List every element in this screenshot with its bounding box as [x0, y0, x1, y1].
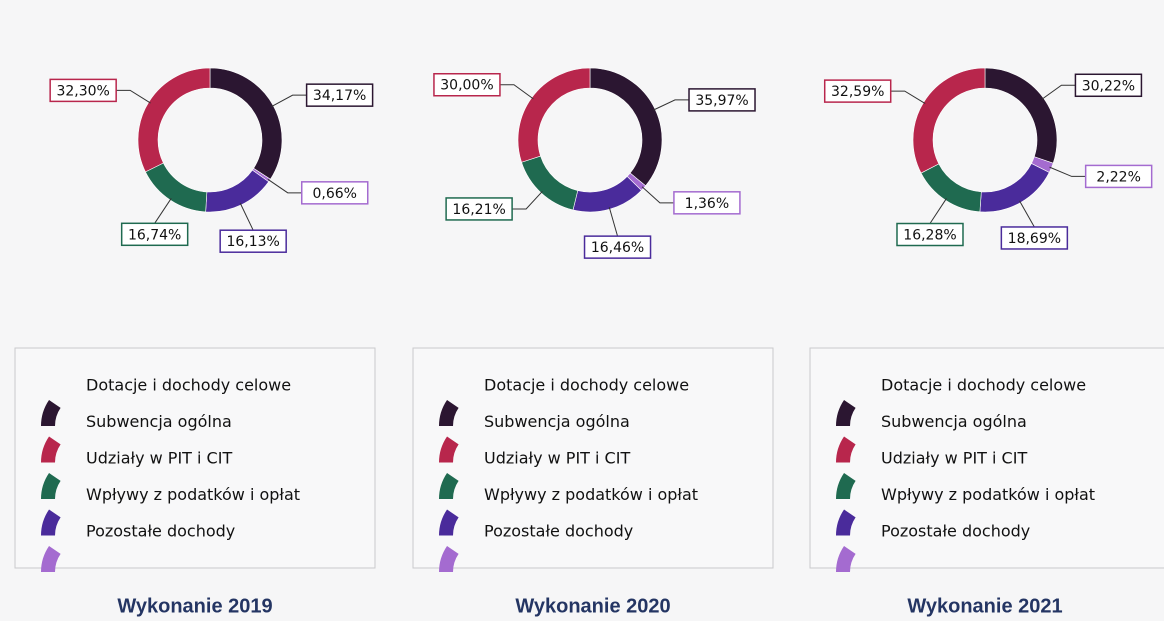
- legend-label: Wpływy z podatków i opłat: [484, 485, 698, 504]
- legend-box: [14, 347, 376, 569]
- donut-segment: [209, 67, 283, 180]
- legend-swatch: [836, 473, 856, 499]
- legend-swatch: [439, 400, 459, 426]
- legend-swatch: [439, 436, 459, 463]
- legend-swatch: [439, 509, 459, 536]
- donut-segment: [920, 163, 982, 213]
- legend-label: Dotacje i dochody celowe: [86, 376, 291, 395]
- legend-swatch: [41, 473, 61, 499]
- chart-title: Wykonanie 2021: [907, 595, 1062, 617]
- data-label: 32,59%: [831, 84, 884, 100]
- leader-line: [154, 198, 172, 224]
- legend-label: Pozostałe dochody: [86, 522, 235, 541]
- label-box: [896, 222, 964, 247]
- legend-label: Udziały w PIT i CIT: [86, 449, 232, 468]
- donut-segment: [572, 175, 642, 213]
- legend-label: Pozostałe dochody: [484, 522, 633, 541]
- label-box: [219, 229, 287, 253]
- data-label: 34,17%: [313, 88, 366, 104]
- data-label: 30,22%: [1082, 78, 1135, 94]
- legend-swatch: [439, 473, 459, 499]
- legend-label: Dotacje i dochody celowe: [484, 376, 689, 395]
- donut-segment: [912, 67, 986, 174]
- legend-box: [809, 347, 1164, 569]
- leader-line: [653, 99, 690, 111]
- data-label: 16,13%: [226, 234, 279, 250]
- legend-swatch: [836, 546, 856, 572]
- data-label: 32,30%: [56, 83, 109, 99]
- donut-segment: [137, 67, 211, 173]
- label-box: [583, 235, 652, 259]
- data-label: 16,21%: [452, 202, 505, 218]
- data-label: 2,22%: [1096, 169, 1140, 185]
- data-label: 16,28%: [903, 228, 956, 244]
- legend-swatch: [836, 509, 856, 536]
- label-box: [120, 222, 189, 247]
- leader-line: [116, 89, 151, 104]
- legend-label: Subwencja ogólna: [881, 412, 1027, 431]
- data-label: 0,66%: [313, 186, 357, 202]
- donut-segment: [145, 162, 208, 213]
- data-label: 16,46%: [591, 240, 644, 256]
- label-box: [688, 88, 756, 112]
- data-label: 18,69%: [1008, 231, 1061, 247]
- label-box: [49, 78, 117, 103]
- legend-label: Pozostałe dochody: [881, 522, 1030, 541]
- label-box: [305, 83, 374, 107]
- leader-line: [1019, 200, 1035, 228]
- legend-label: Subwencja ogólna: [484, 412, 630, 431]
- data-label: 30,00%: [440, 78, 493, 94]
- leader-line: [608, 207, 619, 237]
- chart-title: Wykonanie 2019: [117, 595, 272, 617]
- label-box: [823, 79, 892, 103]
- leader-line: [1041, 84, 1076, 100]
- legend-swatch: [836, 400, 856, 426]
- donut-segment: [979, 163, 1050, 213]
- donut-segment: [205, 169, 270, 213]
- legend-swatch: [41, 400, 61, 426]
- donut-segment: [589, 67, 663, 187]
- data-label: 16,74%: [128, 227, 181, 243]
- legend-swatch: [41, 546, 61, 572]
- legend-box: [412, 347, 774, 569]
- leader-line: [641, 186, 674, 204]
- label-box: [1074, 73, 1143, 98]
- leader-line: [267, 178, 302, 194]
- leader-line: [271, 94, 307, 108]
- legend-swatch: [439, 546, 459, 572]
- legend-label: Subwencja ogólna: [86, 412, 232, 431]
- chart-title: Wykonanie 2020: [515, 595, 670, 617]
- legend-swatch: [836, 436, 856, 463]
- label-box: [1000, 226, 1069, 250]
- legend-label: Udziały w PIT i CIT: [484, 449, 630, 468]
- label-box: [673, 191, 741, 215]
- data-label: 1,36%: [685, 196, 729, 212]
- leader-line: [1049, 166, 1086, 177]
- leader-line: [512, 191, 543, 210]
- label-box: [445, 197, 513, 221]
- legend-swatch: [41, 436, 61, 463]
- leader-line: [499, 84, 534, 100]
- legend-label: Wpływy z podatków i opłat: [881, 485, 1095, 504]
- donut-segment: [984, 67, 1058, 164]
- data-label: 35,97%: [695, 93, 748, 109]
- label-box: [1084, 164, 1153, 189]
- label-box: [433, 72, 501, 97]
- leader-line: [890, 90, 926, 105]
- label-box: [300, 181, 369, 205]
- leader-line: [239, 202, 254, 231]
- leader-line: [929, 198, 947, 224]
- legend-label: Dotacje i dochody celowe: [881, 376, 1086, 395]
- legend-label: Wpływy z podatków i opłat: [86, 485, 300, 504]
- legend-swatch: [41, 509, 61, 536]
- donut-segment: [517, 67, 591, 163]
- donut-segment: [521, 155, 579, 211]
- legend-label: Udziały w PIT i CIT: [881, 449, 1027, 468]
